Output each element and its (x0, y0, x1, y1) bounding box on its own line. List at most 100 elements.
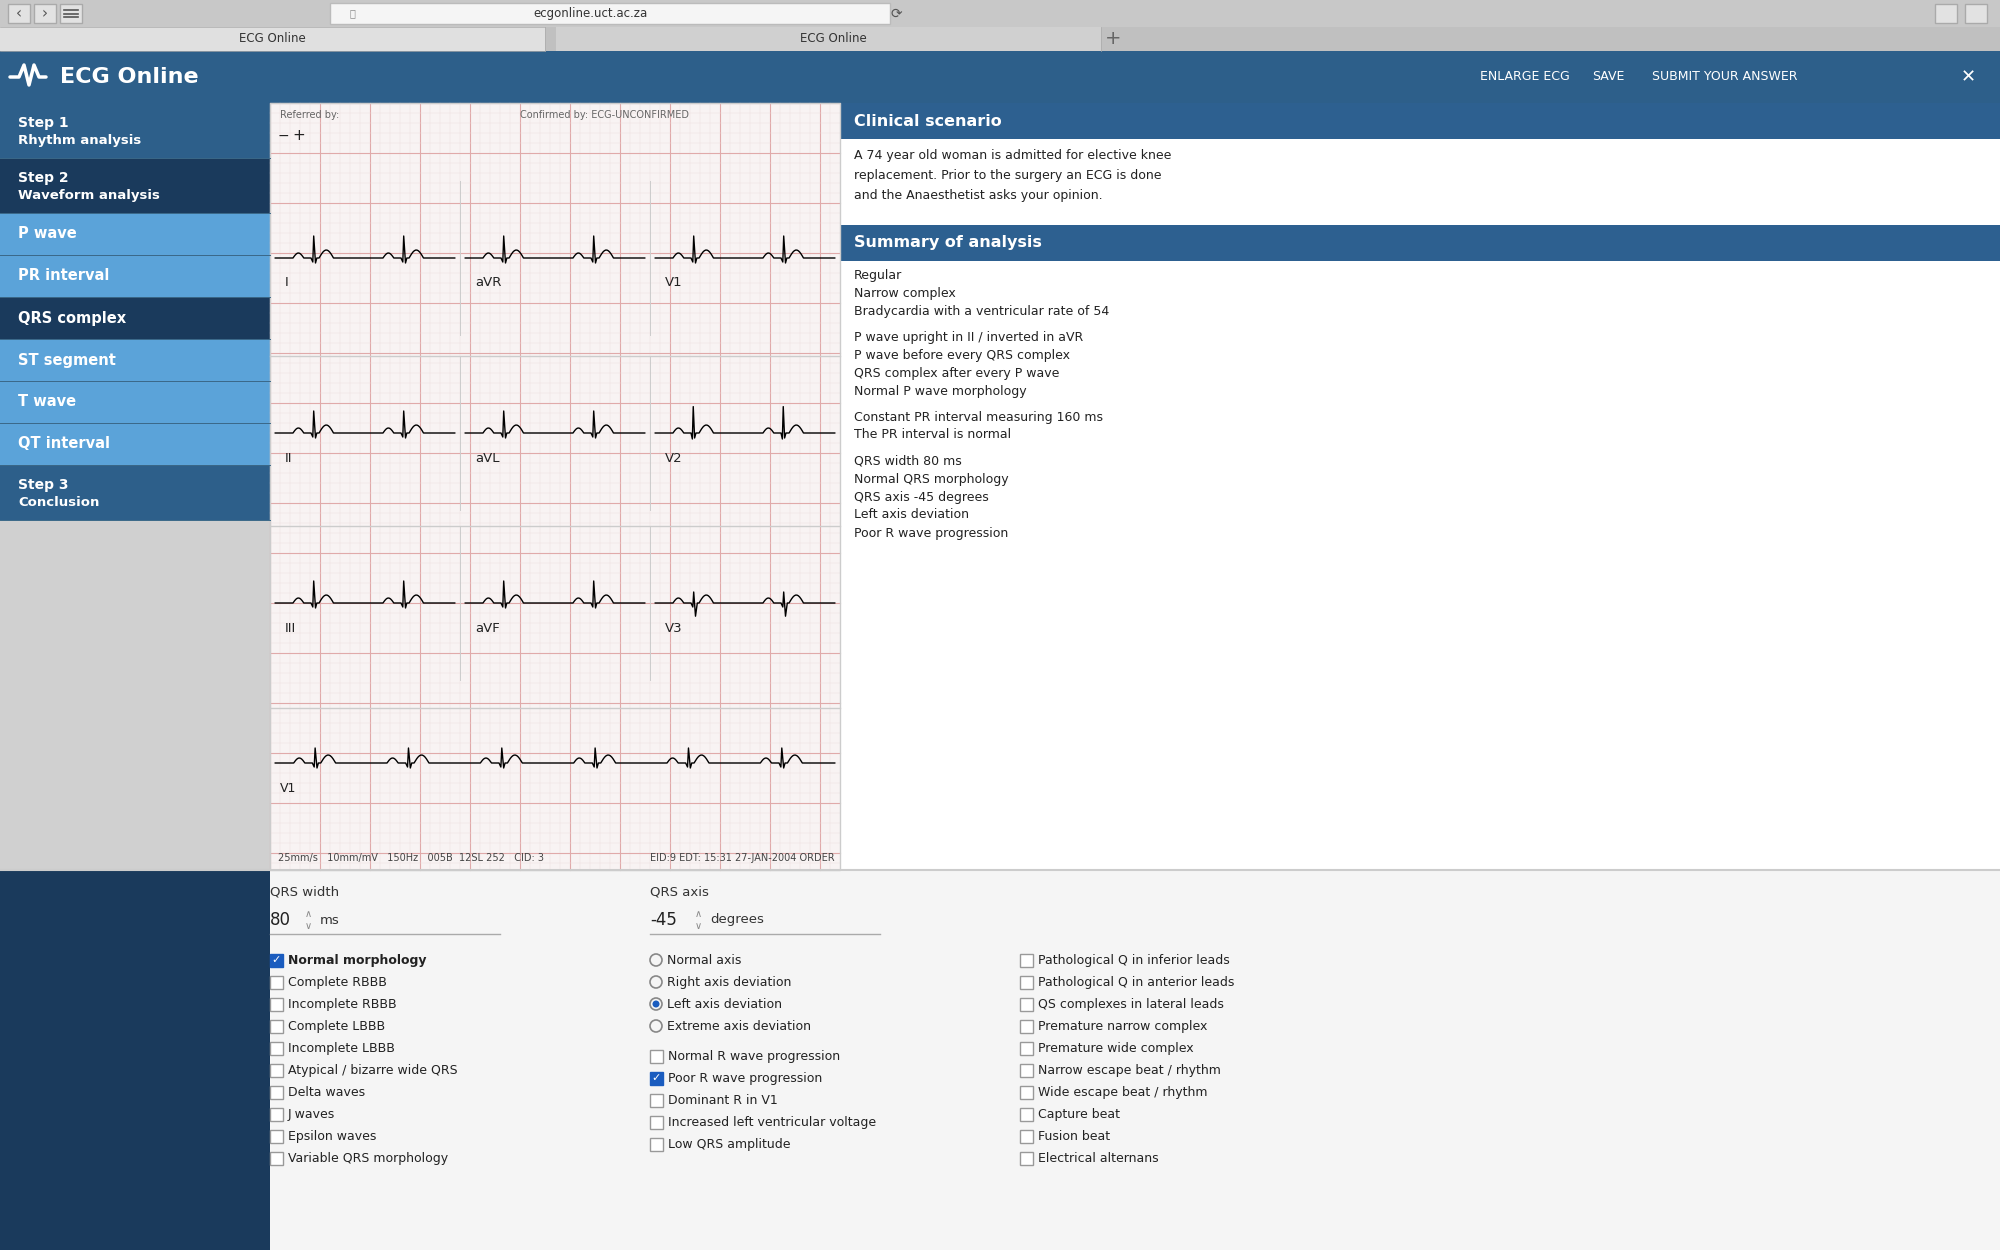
Text: -45: -45 (650, 911, 676, 929)
Bar (0, 158, 270, 212)
Bar (556, 28, 1100, 51)
Text: Rhythm analysis: Rhythm analysis (18, 134, 142, 148)
Text: ∧
∨: ∧ ∨ (694, 909, 702, 931)
Bar (1020, 998, 1032, 1011)
Text: V1: V1 (664, 276, 682, 290)
Text: V3: V3 (664, 621, 682, 635)
Text: ∧
∨: ∧ ∨ (304, 909, 312, 931)
Text: 80: 80 (270, 911, 292, 929)
Bar (34, 4, 56, 22)
Text: Atypical / bizarre wide QRS: Atypical / bizarre wide QRS (288, 1064, 458, 1078)
Text: ms: ms (320, 914, 340, 926)
Bar (270, 1064, 284, 1078)
Bar (270, 1130, 284, 1142)
Text: Incomplete LBBB: Incomplete LBBB (288, 1042, 394, 1055)
Bar (270, 1042, 284, 1055)
Text: Referred by:: Referred by: (280, 110, 340, 120)
Bar (650, 1072, 664, 1085)
Bar (270, 102, 840, 870)
Bar (8, 4, 30, 22)
Text: Pathological Q in anterior leads: Pathological Q in anterior leads (1038, 976, 1234, 989)
Text: Delta waves: Delta waves (288, 1086, 366, 1099)
Bar (650, 1138, 664, 1151)
Bar (0, 102, 270, 158)
Text: ECG Online: ECG Online (238, 32, 306, 45)
Text: Step 2: Step 2 (18, 171, 68, 185)
Text: The PR interval is normal: The PR interval is normal (854, 429, 1012, 441)
Text: Confirmed by: ECG-UNCONFIRMED: Confirmed by: ECG-UNCONFIRMED (520, 110, 688, 120)
Text: Normal axis: Normal axis (668, 954, 742, 968)
Text: +: + (292, 129, 304, 144)
Bar (650, 1050, 664, 1062)
Text: T wave: T wave (18, 395, 76, 410)
Text: QRS axis: QRS axis (650, 885, 708, 899)
Text: Conclusion: Conclusion (18, 496, 100, 509)
Text: Summary of analysis: Summary of analysis (854, 235, 1042, 250)
Bar (0, 298, 270, 339)
Text: Poor R wave progression: Poor R wave progression (854, 526, 1008, 540)
Text: P wave: P wave (18, 226, 76, 241)
Bar (1020, 954, 1032, 968)
Text: Regular: Regular (854, 269, 902, 281)
Bar (60, 4, 82, 22)
Text: Left axis deviation: Left axis deviation (668, 998, 782, 1011)
Bar (0, 213, 270, 255)
Text: QS complexes in lateral leads: QS complexes in lateral leads (1038, 998, 1224, 1011)
Bar (1020, 1086, 1032, 1099)
Text: SAVE: SAVE (1592, 70, 1624, 84)
Text: ST segment: ST segment (18, 352, 116, 367)
Text: Complete LBBB: Complete LBBB (288, 1020, 386, 1032)
Bar (270, 976, 284, 989)
Bar (1020, 1152, 1032, 1165)
Text: Variable QRS morphology: Variable QRS morphology (288, 1152, 448, 1165)
Text: Fusion beat: Fusion beat (1038, 1130, 1110, 1142)
Bar (0, 870, 2000, 1250)
Text: P wave before every QRS complex: P wave before every QRS complex (854, 349, 1070, 361)
Text: Normal QRS morphology: Normal QRS morphology (854, 472, 1008, 485)
Text: ✕: ✕ (1960, 68, 1976, 86)
Text: SUBMIT YOUR ANSWER: SUBMIT YOUR ANSWER (1652, 70, 1798, 84)
Bar (0, 422, 270, 465)
Text: Clinical scenario: Clinical scenario (854, 114, 1002, 129)
Text: Left axis deviation: Left axis deviation (854, 509, 968, 521)
Text: degrees: degrees (710, 914, 764, 926)
Text: Complete RBBB: Complete RBBB (288, 976, 386, 989)
Text: II: II (286, 451, 292, 465)
Bar (0, 465, 270, 520)
Text: ‹: ‹ (16, 6, 22, 21)
Bar (0, 870, 270, 1250)
Text: Right axis deviation: Right axis deviation (668, 976, 792, 989)
Text: Constant PR interval measuring 160 ms: Constant PR interval measuring 160 ms (854, 410, 1104, 424)
Text: QRS width: QRS width (270, 885, 340, 899)
Text: V1: V1 (280, 781, 296, 795)
Text: III: III (286, 621, 296, 635)
Text: EID:9 EDT: 15:31 27-JAN-2004 ORDER: EID:9 EDT: 15:31 27-JAN-2004 ORDER (650, 853, 836, 862)
Bar (650, 1094, 664, 1108)
Bar (270, 954, 284, 968)
Bar (650, 1116, 664, 1129)
Bar (1964, 4, 1988, 22)
Text: Waveform analysis: Waveform analysis (18, 189, 160, 202)
Bar (330, 2, 890, 24)
Bar (1020, 1042, 1032, 1055)
Text: Dominant R in V1: Dominant R in V1 (668, 1094, 778, 1108)
Text: Epsilon waves: Epsilon waves (288, 1130, 376, 1142)
Text: QRS axis -45 degrees: QRS axis -45 degrees (854, 490, 988, 504)
Text: ⟳: ⟳ (890, 6, 902, 20)
Text: Narrow complex: Narrow complex (854, 286, 956, 300)
Bar (270, 998, 284, 1011)
Bar (270, 1020, 284, 1032)
Bar (1020, 1130, 1032, 1142)
Text: Electrical alternans: Electrical alternans (1038, 1152, 1158, 1165)
Text: I: I (286, 276, 288, 290)
Text: ENLARGE ECG: ENLARGE ECG (1480, 70, 1570, 84)
Bar (0, 381, 270, 423)
Text: replacement. Prior to the surgery an ECG is done: replacement. Prior to the surgery an ECG… (854, 169, 1162, 181)
Text: 25mm/s   10mm/mV   150Hz   005B  12SL 252   CID: 3: 25mm/s 10mm/mV 150Hz 005B 12SL 252 CID: … (278, 853, 544, 862)
Text: Pathological Q in inferior leads: Pathological Q in inferior leads (1038, 954, 1230, 968)
Bar (270, 1152, 284, 1165)
Bar (840, 225, 2000, 261)
Text: Normal R wave progression: Normal R wave progression (668, 1050, 840, 1062)
Text: 🔒: 🔒 (350, 9, 356, 19)
Text: QRS complex after every P wave: QRS complex after every P wave (854, 366, 1060, 380)
